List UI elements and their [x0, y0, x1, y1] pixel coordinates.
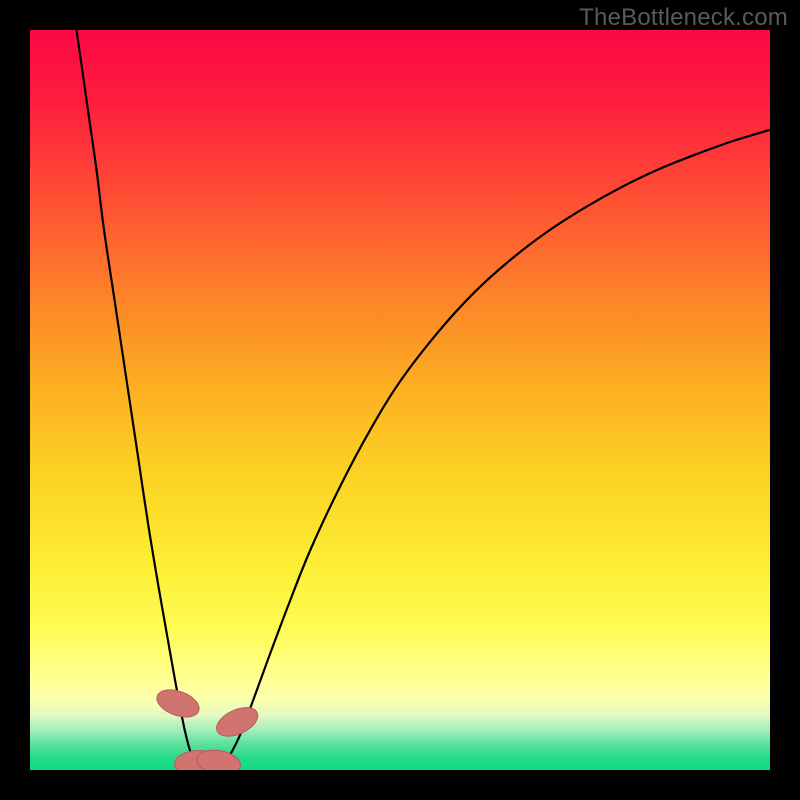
watermark-text: TheBottleneck.com: [579, 4, 788, 32]
chart-background: [30, 30, 770, 770]
chart-container: TheBottleneck.com: [0, 0, 800, 800]
bottleneck-chart: [0, 0, 800, 800]
